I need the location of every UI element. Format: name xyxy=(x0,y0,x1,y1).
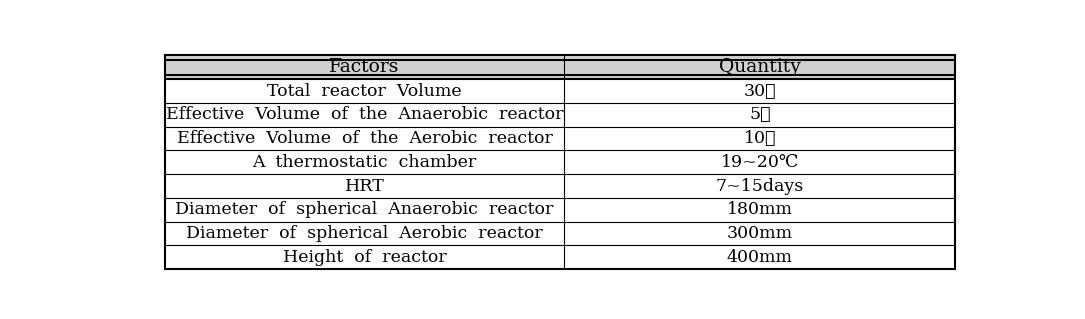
Text: 30ℓ: 30ℓ xyxy=(743,83,776,100)
Text: 7~15days: 7~15days xyxy=(716,178,804,195)
Bar xyxy=(165,222,564,245)
Text: Factors: Factors xyxy=(330,58,400,76)
Bar xyxy=(165,198,564,222)
Bar xyxy=(165,79,564,103)
Bar xyxy=(564,222,956,245)
Text: Diameter  of  spherical  Anaerobic  reactor: Diameter of spherical Anaerobic reactor xyxy=(176,201,553,218)
Bar xyxy=(165,151,564,174)
Text: 180mm: 180mm xyxy=(727,201,793,218)
Bar xyxy=(564,56,956,79)
Bar xyxy=(165,127,564,151)
Bar xyxy=(564,198,956,222)
Text: Effective  Volume  of  the  Anaerobic  reactor: Effective Volume of the Anaerobic reacto… xyxy=(166,106,563,123)
Text: Effective  Volume  of  the  Aerobic  reactor: Effective Volume of the Aerobic reactor xyxy=(177,130,552,147)
Text: 300mm: 300mm xyxy=(727,225,793,242)
Text: 400mm: 400mm xyxy=(727,249,793,266)
Bar xyxy=(165,103,564,127)
Bar xyxy=(564,79,956,103)
Bar xyxy=(564,127,956,151)
Bar xyxy=(564,151,956,174)
Bar xyxy=(564,103,956,127)
Text: Diameter  of  spherical  Aerobic  reactor: Diameter of spherical Aerobic reactor xyxy=(187,225,542,242)
Bar xyxy=(165,174,564,198)
Text: HRT: HRT xyxy=(345,178,384,195)
Bar xyxy=(165,245,564,269)
Text: Height  of  reactor: Height of reactor xyxy=(283,249,447,266)
Bar xyxy=(564,245,956,269)
Text: Quantity: Quantity xyxy=(719,58,801,76)
Bar xyxy=(564,174,956,198)
Text: A  thermostatic  chamber: A thermostatic chamber xyxy=(253,154,476,171)
Text: Total  reactor  Volume: Total reactor Volume xyxy=(267,83,462,100)
Text: 19~20℃: 19~20℃ xyxy=(720,154,799,171)
Text: 10ℓ: 10ℓ xyxy=(743,130,776,147)
Text: 5ℓ: 5ℓ xyxy=(749,106,770,123)
Bar xyxy=(165,56,564,79)
